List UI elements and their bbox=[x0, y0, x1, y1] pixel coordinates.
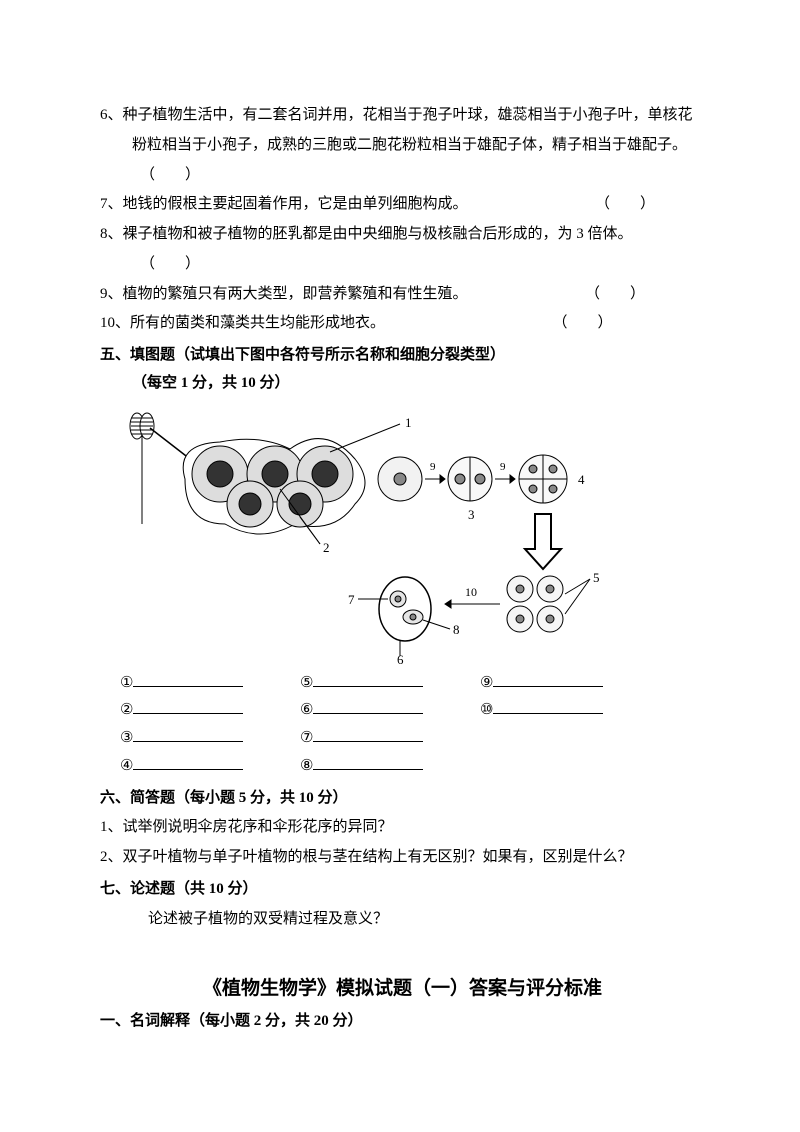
section-5-subtitle: （每空 1 分，共 10 分） bbox=[100, 370, 705, 398]
section-6-q1: 1、试举例说明伞房花序和伞形花序的异同？ bbox=[100, 814, 705, 842]
question-6-line1: 6、种子植物生活中，有二套名词并用，花相当于孢子叶球，雄蕊相当于小孢子叶，单核花 bbox=[100, 102, 705, 130]
fill-10: ⑩ bbox=[480, 697, 660, 725]
question-9-paren: （ ） bbox=[585, 286, 645, 302]
diagram-label-3: 3 bbox=[468, 507, 475, 522]
diagram-label-1: 1 bbox=[405, 415, 412, 430]
diagram-label-7: 7 bbox=[348, 592, 355, 607]
fill-3: ③ bbox=[120, 725, 300, 753]
question-10: 10、所有的菌类和藻类共生均能形成地衣。 （ ） bbox=[100, 310, 705, 338]
question-8-line1: 8、裸子植物和被子植物的胚乳都是由中央细胞与极核融合后形成的，为 3 倍体。 bbox=[100, 221, 705, 249]
diagram-label-8: 8 bbox=[453, 622, 460, 637]
diagram-label-2: 2 bbox=[323, 540, 330, 555]
question-6-line2: 粉粒相当于小孢子，成熟的三胞或二胞花粉粒相当于雄配子体，精子相当于雄配子。 bbox=[100, 132, 705, 160]
section-7-q: 论述被子植物的双受精过程及意义？ bbox=[100, 906, 705, 934]
question-9-text: 9、植物的繁殖只有两大类型，即营养繁殖和有性生殖。 bbox=[100, 286, 468, 302]
answer-section-1: 一、名词解释（每小题 2 分，共 20 分） bbox=[100, 1008, 705, 1036]
fill-7: ⑦ bbox=[300, 725, 480, 753]
question-6-paren: （ ） bbox=[100, 162, 705, 190]
section-5-title: 五、填图题（试填出下图中各符号所示名称和细胞分裂类型） bbox=[100, 342, 705, 370]
question-7: 7、地钱的假根主要起固着作用，它是由单列细胞构成。 （ ） bbox=[100, 191, 705, 219]
pollen-development-diagram: 1 2 9 3 9 bbox=[120, 404, 705, 664]
diagram-arrow-9a: 9 bbox=[430, 461, 436, 473]
fill-8: ⑧ bbox=[300, 753, 480, 781]
diagram-label-4: 4 bbox=[578, 472, 585, 487]
fill-6: ⑥ bbox=[300, 697, 480, 725]
question-10-paren: （ ） bbox=[553, 315, 613, 331]
diagram-label-10: 10 bbox=[465, 585, 477, 599]
diagram-label-5: 5 bbox=[593, 570, 600, 585]
section-6-q2: 2、双子叶植物与单子叶植物的根与茎在结构上有无区别？如果有，区别是什么？ bbox=[100, 844, 705, 872]
fill-2: ② bbox=[120, 697, 300, 725]
diagram-arrow-9b: 9 bbox=[500, 461, 506, 473]
fill-4: ④ bbox=[120, 753, 300, 781]
diagram-label-6: 6 bbox=[397, 652, 404, 664]
question-8-paren: （ ） bbox=[100, 251, 705, 279]
fill-1: ① bbox=[120, 670, 300, 698]
section-7-title: 七、论述题（共 10 分） bbox=[100, 876, 705, 904]
section-6-title: 六、简答题（每小题 5 分，共 10 分） bbox=[100, 785, 705, 813]
fill-9: ⑨ bbox=[480, 670, 660, 698]
answer-key-title: 《植物生物学》模拟试题（一）答案与评分标准 bbox=[100, 971, 705, 1006]
question-9: 9、植物的繁殖只有两大类型，即营养繁殖和有性生殖。 （ ） bbox=[100, 281, 705, 309]
fill-5: ⑤ bbox=[300, 670, 480, 698]
question-10-text: 10、所有的菌类和藻类共生均能形成地衣。 bbox=[100, 315, 385, 331]
question-7-paren: （ ） bbox=[595, 196, 655, 212]
question-7-text: 7、地钱的假根主要起固着作用，它是由单列细胞构成。 bbox=[100, 196, 468, 212]
fill-blank-grid: ① ⑤ ⑨ ② ⑥ ⑩ ③ ⑦ ④ ⑧ bbox=[120, 670, 705, 781]
